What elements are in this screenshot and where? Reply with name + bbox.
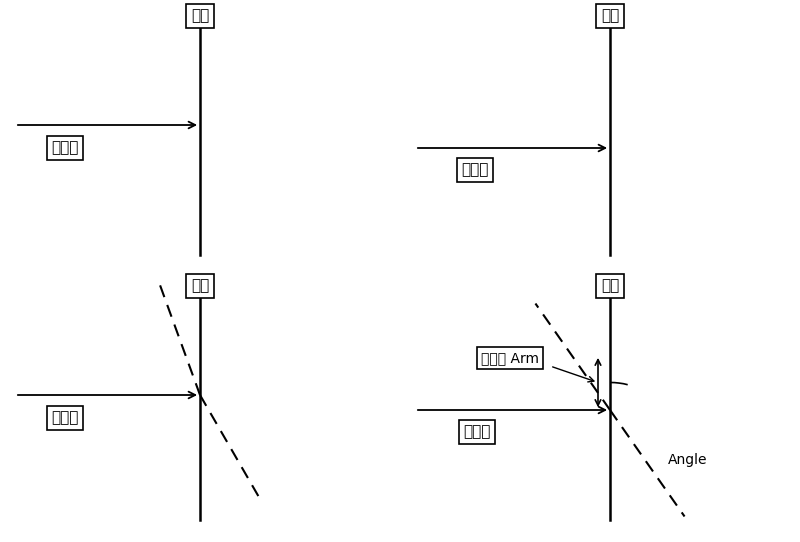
Text: 镜面: 镜面 bbox=[601, 9, 619, 23]
Text: 入射光: 入射光 bbox=[462, 163, 489, 177]
Text: Angle: Angle bbox=[668, 453, 707, 467]
Text: 镜面: 镜面 bbox=[191, 9, 209, 23]
Text: 镜面: 镜面 bbox=[191, 279, 209, 294]
Text: 入射光: 入射光 bbox=[463, 424, 490, 440]
Text: 镜面: 镜面 bbox=[601, 279, 619, 294]
Text: 入射光: 入射光 bbox=[51, 410, 78, 425]
Text: 阿贝臂 Arm: 阿贝臂 Arm bbox=[481, 351, 539, 365]
Text: 入射光: 入射光 bbox=[51, 140, 78, 156]
